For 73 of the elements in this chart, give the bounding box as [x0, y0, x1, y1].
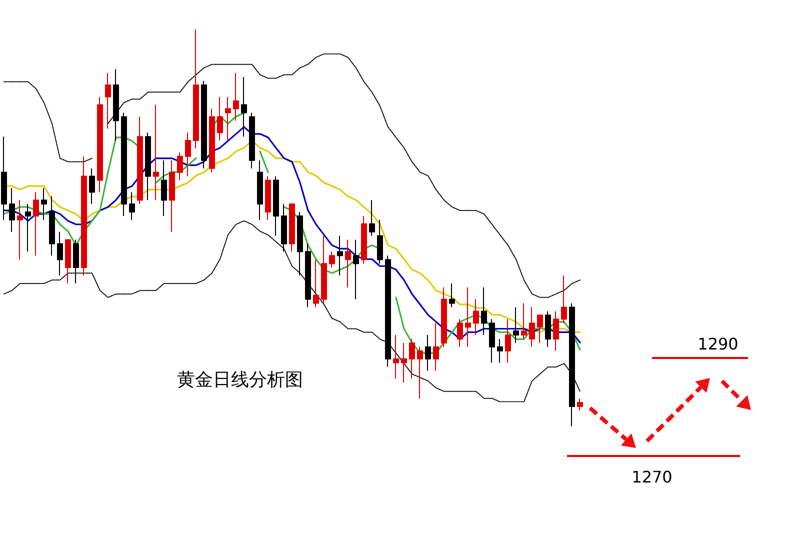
candlestick — [401, 342, 407, 384]
candlestick — [473, 298, 479, 336]
candlestick — [441, 286, 447, 348]
candlestick — [529, 306, 535, 348]
text: 1270 — [632, 468, 672, 486]
candlestick — [345, 239, 351, 288]
candlestick — [257, 160, 263, 220]
candlestick — [329, 251, 335, 268]
candlestick — [377, 219, 383, 264]
candlestick — [89, 168, 95, 205]
candlestick — [481, 286, 487, 336]
candlestick — [113, 68, 119, 142]
candlestick — [313, 259, 319, 308]
candlestick — [233, 72, 239, 122]
candlestick — [465, 286, 471, 348]
candlestick — [385, 255, 391, 368]
candlestick — [553, 310, 559, 352]
candlestick — [121, 112, 127, 216]
candlestick — [177, 152, 183, 181]
text: 1290 — [698, 334, 738, 354]
candlestick — [449, 282, 455, 308]
candlestick — [105, 72, 111, 130]
candlestick — [561, 274, 567, 324]
candlestick — [145, 132, 151, 201]
candlestick — [9, 188, 15, 232]
candlestick — [49, 196, 55, 256]
candlestick — [97, 96, 103, 193]
candlestick — [153, 104, 159, 201]
candlestick — [489, 318, 495, 364]
candlestick — [1, 136, 7, 220]
candlestick — [537, 314, 543, 344]
candlestick — [433, 322, 439, 372]
candlestick — [129, 192, 135, 220]
candlestick — [137, 116, 143, 205]
candlestick — [41, 188, 47, 220]
candlestick — [521, 302, 527, 340]
candlestick — [289, 204, 295, 252]
candlestick — [161, 160, 167, 216]
candlestick — [169, 160, 175, 232]
candlestick — [545, 310, 551, 348]
candlestick — [417, 346, 423, 400]
candlestick — [513, 306, 519, 344]
candlestick — [353, 239, 359, 300]
candlestick — [25, 204, 31, 252]
candlestick — [457, 318, 463, 348]
candlestick — [249, 112, 255, 169]
candlestick — [369, 200, 375, 236]
candlestick — [73, 239, 79, 284]
candlestick — [57, 231, 63, 276]
text: 黄金日线分析图 — [177, 370, 303, 390]
candlestick — [361, 215, 367, 264]
candlestick — [193, 28, 199, 149]
candlestick — [321, 235, 327, 304]
candlestick — [305, 243, 311, 308]
candlestick — [225, 96, 231, 142]
candlestick — [265, 176, 271, 220]
candlestick — [17, 200, 23, 260]
candlestick — [273, 176, 279, 236]
candlestick — [337, 235, 343, 276]
candlestick — [393, 334, 399, 380]
candlestick — [81, 156, 87, 276]
candlestick — [185, 132, 191, 177]
candlestick — [241, 76, 247, 138]
candlestick — [65, 239, 71, 284]
candlestick — [209, 108, 215, 173]
candlestick — [217, 96, 223, 142]
candlestick — [577, 398, 583, 411]
candlestick — [497, 338, 503, 364]
candlestick — [409, 338, 415, 380]
candlestick — [505, 318, 511, 364]
candlestick — [201, 80, 207, 169]
candlestick — [425, 334, 431, 372]
candlestick — [33, 192, 39, 256]
